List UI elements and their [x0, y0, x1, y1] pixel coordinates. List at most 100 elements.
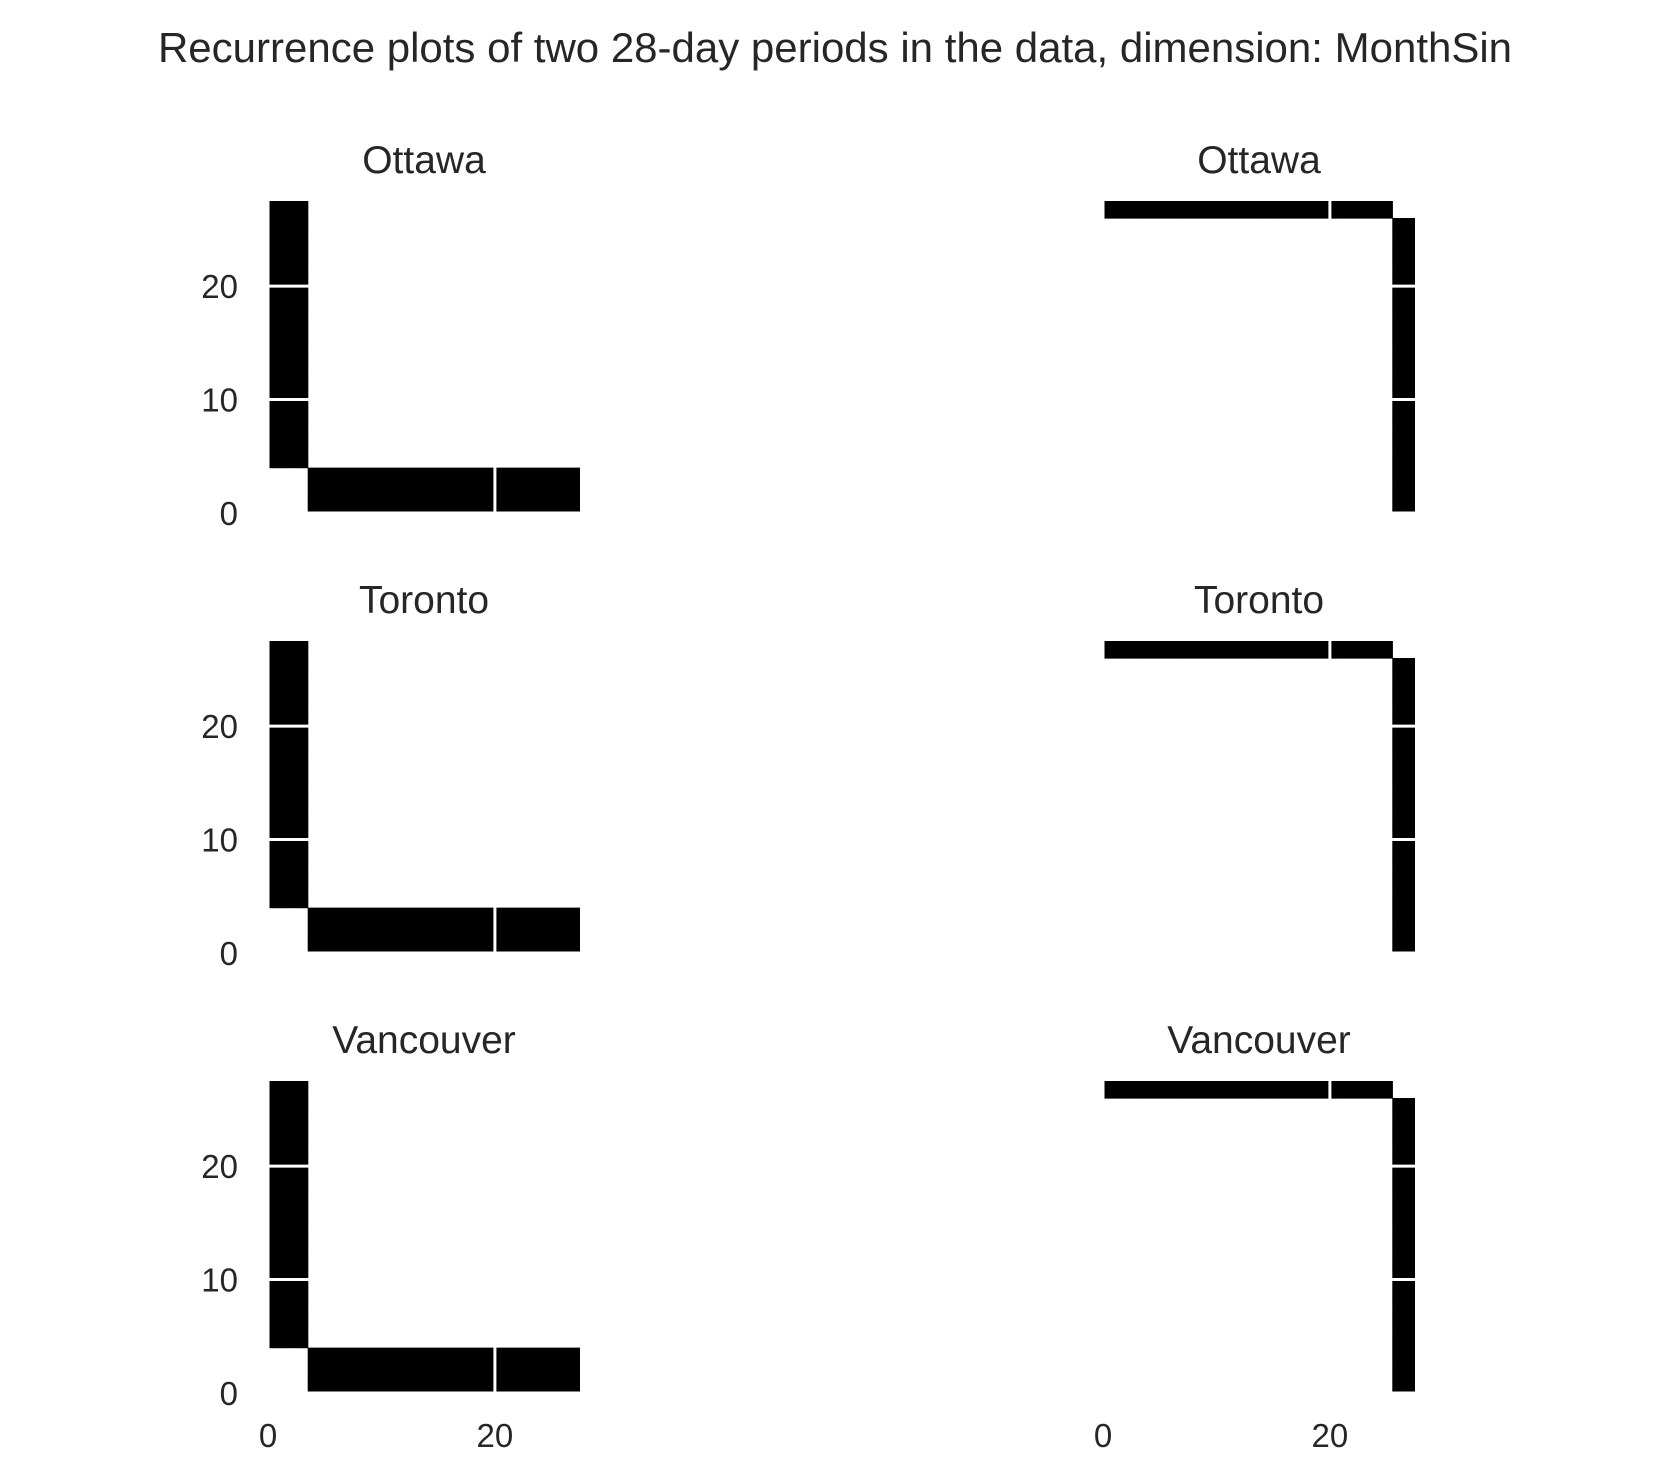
recurrence-cell [330, 907, 343, 920]
recurrence-cell [443, 1370, 456, 1383]
recurrence-cell [268, 873, 275, 886]
recurrence-cell [296, 444, 309, 457]
recurrence-cell [285, 873, 297, 886]
recurrence-cell [1403, 229, 1415, 242]
recurrence-cell [296, 354, 309, 367]
recurrence-cells [1103, 201, 1415, 513]
recurrence-cell [268, 1222, 275, 1235]
recurrence-cell [296, 456, 309, 469]
recurrence-cell [568, 467, 580, 480]
y-tick-label: 0 [220, 1375, 238, 1412]
recurrence-cell [1403, 1109, 1415, 1122]
recurrence-cell [432, 918, 445, 931]
recurrence-cell [398, 490, 411, 503]
recurrence-cell [268, 399, 275, 412]
recurrence-cell [273, 1324, 286, 1337]
recurrence-cell [285, 201, 297, 208]
recurrence-cell [1392, 680, 1405, 693]
recurrence-cell [1131, 1086, 1144, 1099]
recurrence-cell [307, 941, 320, 953]
recurrence-cell [1108, 1081, 1121, 1088]
recurrence-cell [534, 1381, 547, 1393]
recurrence-cell [296, 646, 309, 659]
recurrence-cell [1392, 331, 1405, 344]
recurrence-cell [273, 816, 286, 829]
recurrence-cell [1392, 1200, 1405, 1213]
recurrence-cell [375, 918, 388, 931]
recurrence-cell [268, 240, 275, 253]
recurrence-cell [273, 263, 286, 276]
recurrence-cell [1380, 641, 1393, 648]
recurrence-cell [1403, 1302, 1415, 1315]
recurrence-cell [273, 342, 286, 355]
recurrence-cell [296, 1188, 309, 1201]
recurrence-cell [1335, 201, 1348, 208]
recurrence-cell [1392, 1336, 1405, 1349]
recurrence-cell [296, 669, 309, 682]
recurrence-cell [273, 1086, 286, 1099]
recurrence-cell [409, 1347, 422, 1360]
recurrence-cell [1103, 1086, 1110, 1099]
recurrence-cell [296, 399, 309, 412]
recurrence-cell [273, 748, 286, 761]
recurrence-cell [1142, 641, 1155, 648]
recurrence-cell [1403, 884, 1415, 897]
recurrence-cell [268, 1086, 275, 1099]
recurrence-cell [1403, 1324, 1415, 1337]
recurrence-panel: Vancouver 0 10 20 0 20 [201, 1019, 580, 1454]
recurrence-cell [1403, 1279, 1415, 1292]
recurrence-cell [500, 918, 513, 931]
recurrence-cell [364, 918, 377, 931]
recurrence-cell [1120, 1086, 1132, 1099]
recurrence-cell [432, 490, 445, 503]
recurrence-cell [1120, 646, 1132, 659]
recurrence-cell [1392, 1154, 1405, 1167]
recurrence-cell [511, 1358, 524, 1371]
recurrence-cell [285, 896, 297, 909]
recurrence-cell [268, 669, 275, 682]
recurrence-cell [1403, 816, 1415, 829]
recurrence-cell [1403, 1268, 1415, 1281]
recurrence-cell [273, 218, 286, 230]
recurrence-cell [1256, 1086, 1269, 1099]
recurrence-cell [268, 252, 275, 264]
recurrence-cell [1392, 1290, 1405, 1303]
recurrence-cell [1380, 1086, 1393, 1099]
recurrence-cell [268, 1143, 275, 1156]
recurrence-cell [387, 1370, 400, 1383]
recurrence-cell [1346, 1086, 1359, 1099]
recurrence-cell [1176, 646, 1189, 659]
recurrence-cell [1392, 1132, 1405, 1144]
recurrence-cell [285, 1109, 297, 1122]
recurrence-cell [1369, 1086, 1382, 1099]
recurrence-cell [1392, 456, 1405, 469]
recurrence-cell [511, 501, 524, 513]
recurrence-cell [421, 930, 434, 943]
recurrence-cell [1403, 873, 1415, 886]
recurrence-cell [364, 1347, 377, 1360]
recurrence-cell [273, 456, 286, 469]
recurrence-cell [285, 850, 297, 863]
recurrence-cell [296, 308, 309, 321]
recurrence-cell [1403, 692, 1415, 704]
recurrence-cell [307, 1347, 320, 1360]
recurrence-cell [285, 286, 297, 299]
x-tick-label: 0 [1094, 1417, 1112, 1454]
recurrence-cell [477, 930, 490, 943]
recurrence-cell [296, 342, 309, 355]
y-tick-label: 0 [220, 495, 238, 532]
recurrence-cell [268, 331, 275, 344]
recurrence-cell [273, 1200, 286, 1213]
recurrence-cell [273, 354, 286, 367]
recurrence-cell [387, 490, 400, 503]
recurrence-cell [1199, 206, 1212, 219]
y-tick-label: 20 [201, 268, 238, 305]
recurrence-cell [1392, 433, 1405, 446]
recurrence-cell [1346, 206, 1359, 219]
recurrence-cell [285, 365, 297, 378]
recurrence-cell [1392, 1143, 1405, 1156]
recurrence-cell [296, 680, 309, 693]
recurrence-cell [1392, 365, 1405, 378]
recurrence-cell [268, 816, 275, 829]
